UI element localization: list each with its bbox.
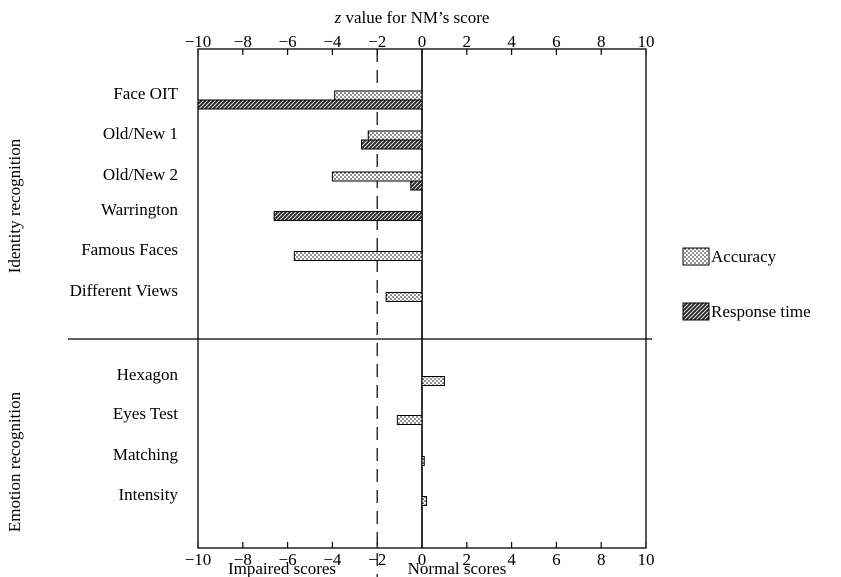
- bar-accuracy: [421, 496, 427, 506]
- top-tick-label: −2: [368, 32, 386, 51]
- bar-accuracy: [421, 456, 425, 466]
- category-label: Different Views: [70, 281, 178, 300]
- bars: [197, 90, 445, 506]
- bottom-tick-label: 2: [463, 550, 472, 569]
- bottom-tick-label: 6: [552, 550, 561, 569]
- top-tick-label: 10: [638, 32, 655, 51]
- category-label: Old/New 2: [103, 165, 178, 184]
- bottom-tick-label: −8: [234, 550, 252, 569]
- bottom-tick-label: 4: [507, 550, 516, 569]
- impaired-scores-label: Impaired scores: [228, 559, 336, 577]
- legend-swatch-accuracy: [682, 247, 710, 266]
- category-label: Famous Faces: [81, 240, 178, 259]
- group-label-emotion: Emotion recognition: [5, 391, 24, 532]
- top-tick-label: −10: [185, 32, 212, 51]
- top-tick-label: −6: [279, 32, 297, 51]
- chart-title-italic: z: [334, 8, 342, 27]
- legend-label-response-time: Response time: [711, 302, 811, 321]
- bottom-tick-label: −2: [368, 550, 386, 569]
- top-tick-label: 8: [597, 32, 606, 51]
- bar-response-time: [410, 180, 423, 191]
- category-label: Intensity: [119, 485, 179, 504]
- chart-title: z value for NM’s score: [334, 8, 490, 27]
- legend: Accuracy Response time: [682, 247, 811, 321]
- top-tick-label: 2: [463, 32, 472, 51]
- bar-accuracy: [421, 376, 445, 386]
- bottom-tick-label: 0: [418, 550, 427, 569]
- bar-accuracy: [367, 130, 423, 141]
- top-tick-label: −4: [323, 32, 342, 51]
- bar-accuracy: [331, 171, 423, 182]
- bottom-tick-label: −4: [323, 550, 342, 569]
- chart-title-rest: value for NM’s score: [341, 8, 489, 27]
- category-label: Face OIT: [113, 84, 178, 103]
- category-label: Eyes Test: [113, 404, 178, 423]
- legend-swatch-response-time: [682, 302, 710, 321]
- normal-scores-label: Normal scores: [408, 559, 507, 577]
- legend-label-accuracy: Accuracy: [711, 247, 777, 266]
- bar-response-time: [197, 99, 423, 110]
- bottom-tick-label: 8: [597, 550, 606, 569]
- bar-accuracy: [396, 415, 423, 425]
- bottom-ticks: −10 −8 −6 −4 −2 0 2 4 6 8 10: [185, 542, 655, 569]
- category-label: Warrington: [101, 200, 178, 219]
- bar-accuracy: [334, 90, 423, 101]
- bar-response-time: [273, 211, 423, 221]
- bar-accuracy: [293, 251, 423, 261]
- category-label: Hexagon: [117, 365, 179, 384]
- category-label: Matching: [113, 445, 179, 464]
- top-ticks: −10 −8 −6 −4 −2 0 2 4 6 8 10: [185, 32, 655, 55]
- bar-response-time: [361, 139, 423, 150]
- top-tick-label: 0: [418, 32, 427, 51]
- group-label-identity: Identity recognition: [5, 138, 24, 273]
- bottom-tick-label: 10: [638, 550, 655, 569]
- bar-accuracy: [385, 292, 423, 302]
- top-tick-label: 4: [507, 32, 516, 51]
- bottom-tick-label: −6: [279, 550, 297, 569]
- top-tick-label: −8: [234, 32, 252, 51]
- top-tick-label: 6: [552, 32, 561, 51]
- category-label: Old/New 1: [103, 124, 178, 143]
- bottom-tick-label: −10: [185, 550, 212, 569]
- category-labels: Face OIT Old/New 1 Old/New 2 Warrington Famo…: [70, 84, 179, 504]
